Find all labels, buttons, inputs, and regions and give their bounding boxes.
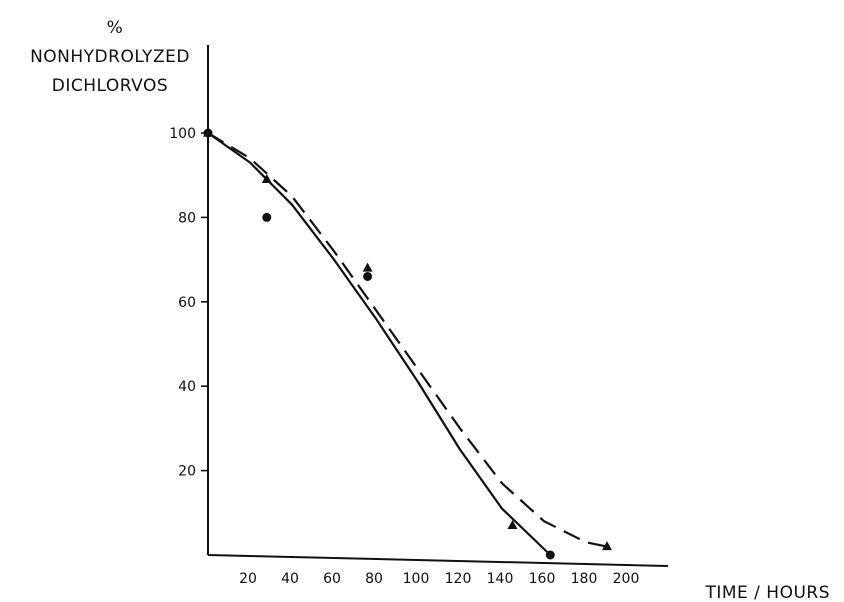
data-point-circle — [363, 271, 373, 281]
data-points — [203, 127, 612, 560]
x-tick-label: 200 — [613, 571, 640, 587]
x-tick-label: 100 — [403, 571, 430, 587]
x-tick-label: 160 — [529, 571, 556, 587]
x-tick-label: 20 — [239, 571, 257, 587]
x-tick-label: 140 — [487, 571, 514, 587]
data-point-triangle — [602, 541, 612, 551]
data-point-triangle — [261, 174, 272, 184]
fit-curves — [207, 132, 608, 556]
x-tick-label: 60 — [323, 571, 341, 587]
fit-curve-circle-solid — [207, 132, 552, 556]
data-point-circle — [545, 550, 555, 560]
x-tick-label: 120 — [445, 571, 472, 587]
y-tick-label: 40 — [178, 379, 196, 395]
data-point-circle — [262, 212, 272, 222]
data-point-triangle — [203, 127, 213, 137]
y-axis-label-line-1: NONHYDROLYZED — [30, 47, 190, 67]
y-tick-label: 80 — [178, 210, 196, 226]
y-axis-label-percent: % — [107, 18, 124, 38]
x-axis-label: TIME / HOURS — [704, 583, 830, 602]
y-tick-label: 100 — [169, 126, 196, 142]
fit-curve-triangle-dashed — [207, 132, 608, 548]
x-axis-line — [207, 554, 669, 567]
x-tick-label: 180 — [571, 571, 598, 587]
x-tick-label: 40 — [281, 571, 299, 587]
axes: 20 40 60 80 100 20 40 60 80 100 120 140 160 180 200 — [169, 45, 669, 587]
x-tick-label: 80 — [365, 571, 383, 587]
data-point-triangle — [507, 520, 518, 530]
data-point-triangle — [362, 262, 373, 272]
y-tick-label: 60 — [178, 295, 196, 311]
y-tick-label: 20 — [178, 464, 196, 480]
y-axis-label-line-2: DICHLORVOS — [52, 76, 168, 96]
